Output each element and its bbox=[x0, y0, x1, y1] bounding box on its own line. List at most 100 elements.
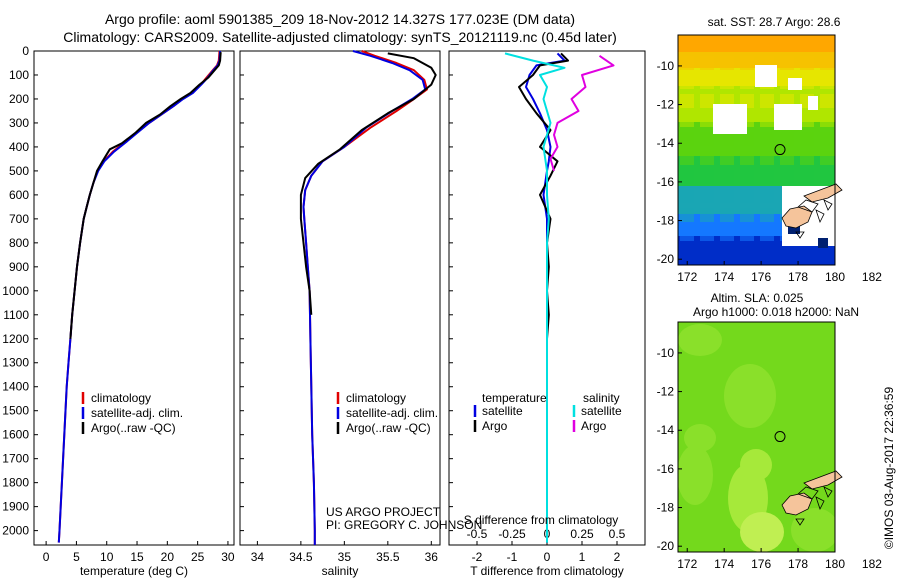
sst-cell bbox=[680, 246, 694, 260]
x-tick-label: 25 bbox=[191, 550, 205, 564]
sst-cell bbox=[740, 56, 754, 70]
series-line-climatology bbox=[57, 50, 221, 543]
series-line-argo bbox=[69, 52, 222, 339]
sst-cell bbox=[700, 94, 714, 108]
sst-cell bbox=[680, 151, 694, 165]
sst-cell bbox=[700, 37, 714, 51]
x-tick-label: 0 bbox=[43, 550, 50, 564]
sst-cell bbox=[760, 208, 774, 222]
lat-tick-label: -16 bbox=[657, 175, 675, 189]
reef-outline bbox=[795, 486, 833, 526]
sst-cell bbox=[820, 246, 834, 260]
fiji-islands bbox=[781, 183, 843, 239]
sla-patch bbox=[684, 424, 716, 452]
x-tick-label: 30 bbox=[221, 550, 235, 564]
sst-cell bbox=[720, 56, 734, 70]
y-tick-label: 500 bbox=[9, 164, 29, 178]
lon-tick-label: 182 bbox=[862, 270, 882, 284]
series-line-argo bbox=[299, 52, 437, 315]
sst-cell bbox=[780, 170, 794, 184]
sst-cell bbox=[820, 37, 834, 51]
x-tick-label: 20 bbox=[161, 550, 175, 564]
sst-cell bbox=[820, 151, 834, 165]
series-line-t-argo bbox=[518, 52, 569, 339]
sst-cell bbox=[760, 37, 774, 51]
legend-s-satellite-label: satellite bbox=[581, 404, 622, 418]
sst-cell bbox=[720, 170, 734, 184]
s-difference-xlabel: S difference from climatology bbox=[464, 513, 619, 527]
x-tick-label: 1 bbox=[579, 550, 586, 564]
y-tick-label: 1000 bbox=[2, 284, 29, 298]
data-cell-dark bbox=[818, 238, 828, 248]
sst-band bbox=[678, 252, 835, 265]
series-line-satellite bbox=[57, 50, 222, 543]
sst-map: sat. SST: 28.7 Argo: 28.6 172 174 176 178 18… bbox=[657, 15, 883, 284]
sst-cell bbox=[720, 189, 734, 203]
sst-cell bbox=[680, 170, 694, 184]
legend-satellite-label: satellite-adj. clim. bbox=[346, 406, 438, 420]
sst-cell bbox=[720, 227, 734, 241]
y-tick-label: 1400 bbox=[2, 380, 29, 394]
sla-map: Altim. SLA: 0.025 Argo h1000: 0.018 h200… bbox=[657, 291, 883, 571]
sst-cell bbox=[780, 246, 794, 260]
x-tick-label: 15 bbox=[130, 550, 144, 564]
sst-cell bbox=[720, 37, 734, 51]
lon-tick-label: 180 bbox=[825, 270, 845, 284]
sst-cell bbox=[760, 132, 774, 146]
sst-cell bbox=[760, 113, 774, 127]
lat-tick-label: -12 bbox=[657, 385, 675, 399]
lat-tick-label: -10 bbox=[657, 346, 675, 360]
legend-salinity-header: salinity bbox=[583, 391, 620, 405]
sst-cell bbox=[700, 227, 714, 241]
sst-cell bbox=[760, 227, 774, 241]
sst-cell bbox=[740, 246, 754, 260]
sst-cell bbox=[740, 227, 754, 241]
legend-satellite-label: satellite-adj. clim. bbox=[91, 406, 183, 420]
sst-cell bbox=[760, 246, 774, 260]
salinity-panel: 34 34.5 35 35.5 36 salinity climatology sate… bbox=[239, 50, 482, 578]
temperature-xlabel: temperature (deg C) bbox=[80, 564, 188, 578]
cloud-mask bbox=[788, 78, 802, 90]
lat-tick-label: -18 bbox=[657, 501, 675, 515]
salinity-xlabel: salinity bbox=[322, 564, 359, 578]
y-tick-label: 1600 bbox=[2, 428, 29, 442]
y-tick-label: 2000 bbox=[2, 524, 29, 538]
y-tick-label: 700 bbox=[9, 212, 29, 226]
x-tick-label: -1 bbox=[507, 550, 518, 564]
lat-tick-label: -20 bbox=[657, 539, 675, 553]
sst-cell bbox=[780, 132, 794, 146]
sla-patch bbox=[740, 512, 784, 552]
sla-patch bbox=[791, 508, 835, 552]
y-tick-label: 1200 bbox=[2, 332, 29, 346]
sla-field bbox=[678, 322, 835, 552]
sst-cell bbox=[700, 151, 714, 165]
sst-band bbox=[678, 35, 835, 52]
sst-cell bbox=[800, 170, 814, 184]
sst-cell bbox=[700, 113, 714, 127]
figure-title-line1: Argo profile: aoml 5901385_209 18-Nov-20… bbox=[105, 11, 575, 27]
sst-cell bbox=[760, 94, 774, 108]
sla-map-title: Altim. SLA: 0.025 bbox=[711, 291, 804, 305]
sst-cell bbox=[680, 75, 694, 89]
s-tick-label: -0.5 bbox=[467, 527, 488, 541]
sst-map-title: sat. SST: 28.7 Argo: 28.6 bbox=[708, 15, 841, 29]
sst-cell bbox=[740, 132, 754, 146]
sst-cell bbox=[720, 132, 734, 146]
lon-tick-label: 178 bbox=[788, 270, 808, 284]
lon-tick-label: 174 bbox=[714, 557, 734, 571]
sst-cell bbox=[680, 94, 694, 108]
y-tick-label: 600 bbox=[9, 188, 29, 202]
y-tick-label: 800 bbox=[9, 236, 29, 250]
sst-cell bbox=[680, 189, 694, 203]
x-tick-label: 2 bbox=[614, 550, 621, 564]
sst-cell bbox=[680, 208, 694, 222]
sst-cell bbox=[820, 113, 834, 127]
sst-cell bbox=[720, 151, 734, 165]
series-line-satellite bbox=[302, 50, 427, 545]
sst-cell bbox=[740, 208, 754, 222]
y-tick-label: 1900 bbox=[2, 500, 29, 514]
sst-band bbox=[678, 140, 835, 156]
sla-map-frame bbox=[677, 321, 836, 553]
